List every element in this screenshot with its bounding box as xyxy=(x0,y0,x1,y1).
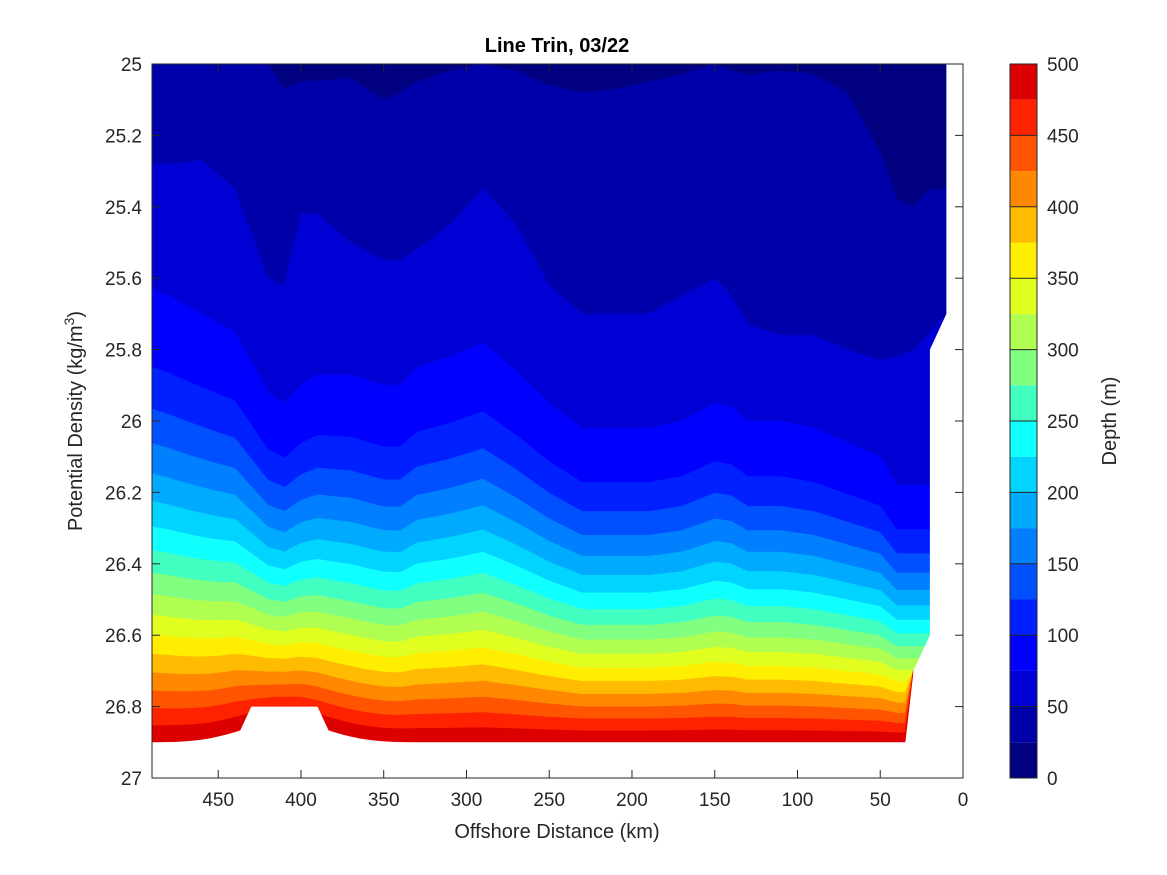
y-axis-label-main: Potential Density (kg/m xyxy=(65,325,87,531)
colorbar-segment xyxy=(1010,706,1037,743)
colorbar-tick-label: 50 xyxy=(1047,698,1068,719)
colorbar-segment xyxy=(1010,171,1037,207)
colorbar-tick-label: 350 xyxy=(1047,269,1079,290)
x-tick-label: 350 xyxy=(368,790,400,811)
colorbar-segment xyxy=(1010,670,1037,707)
colorbar-tick-label: 100 xyxy=(1047,626,1079,647)
colorbar-tick-label: 300 xyxy=(1047,341,1079,362)
colorbar-segment xyxy=(1010,456,1037,493)
y-tick-label: 25 xyxy=(121,55,142,76)
colorbar-segment xyxy=(1010,563,1037,600)
x-tick-label: 0 xyxy=(958,790,969,811)
y-tick-label: 26.4 xyxy=(105,555,142,576)
colorbar-segment xyxy=(1010,421,1037,457)
colorbar-tick-label: 250 xyxy=(1047,412,1079,433)
colorbar-tick-label: 150 xyxy=(1047,555,1079,576)
x-tick-label: 300 xyxy=(451,790,483,811)
colorbar-segment xyxy=(1010,278,1037,314)
colorbar-tick-label: 500 xyxy=(1047,55,1079,76)
x-axis-ticks: 450 400 350 300 250 200 150 100 50 0 xyxy=(202,64,968,811)
colorbar-segment xyxy=(1010,492,1037,529)
colorbar-segment xyxy=(1010,135,1037,172)
colorbar-tick-label: 450 xyxy=(1047,126,1079,147)
colorbar-segment xyxy=(1010,64,1037,100)
y-axis-label-close: ) xyxy=(65,311,87,318)
colorbar-tick-label: 200 xyxy=(1047,483,1079,504)
colorbar-segment xyxy=(1010,528,1037,564)
y-tick-label: 25.6 xyxy=(105,269,142,290)
x-tick-label: 400 xyxy=(285,790,317,811)
x-tick-label: 50 xyxy=(870,790,891,811)
y-axis-label: Potential Density (kg/m3) xyxy=(61,311,87,531)
y-tick-label: 26 xyxy=(121,412,142,433)
colorbar-label: Depth (m) xyxy=(1099,377,1121,466)
y-tick-label: 25.4 xyxy=(105,198,142,219)
colorbar-segment xyxy=(1010,206,1037,243)
colorbar-segment xyxy=(1010,242,1037,279)
x-tick-label: 250 xyxy=(533,790,565,811)
colorbar-tick-label: 0 xyxy=(1047,769,1058,790)
colorbar-tick-label: 400 xyxy=(1047,198,1079,219)
y-tick-label: 25.2 xyxy=(105,126,142,147)
colorbar-segment xyxy=(1010,599,1037,636)
y-tick-label: 26.6 xyxy=(105,626,142,647)
x-tick-label: 150 xyxy=(699,790,731,811)
x-tick-label: 450 xyxy=(202,790,234,811)
y-tick-label: 26.2 xyxy=(105,483,142,504)
colorbar-segment xyxy=(1010,99,1037,136)
colorbar-ticks: 0 50 100 150 200 250 300 350 400 450 500 xyxy=(1010,55,1079,790)
colorbar-segment xyxy=(1010,635,1037,671)
chart-title: Line Trin, 03/22 xyxy=(485,35,630,57)
colorbar-segment xyxy=(1010,349,1037,386)
y-tick-label: 26.8 xyxy=(105,698,142,719)
x-axis-label: Offshore Distance (km) xyxy=(454,821,659,843)
colorbar-segment xyxy=(1010,742,1037,778)
colorbar-segment xyxy=(1010,313,1037,350)
x-tick-label: 100 xyxy=(782,790,814,811)
y-axis-label-exponent: 3 xyxy=(61,317,77,325)
depth-bands xyxy=(152,64,963,778)
y-tick-label: 25.8 xyxy=(105,341,142,362)
colorbar xyxy=(1010,64,1037,778)
y-axis-ticks: 25 25.2 25.4 25.6 25.8 26 26.2 26.4 26.6 26.8 27 xyxy=(105,55,963,790)
colorbar-segment xyxy=(1010,385,1037,421)
x-tick-label: 200 xyxy=(616,790,648,811)
y-tick-label: 27 xyxy=(121,769,142,790)
